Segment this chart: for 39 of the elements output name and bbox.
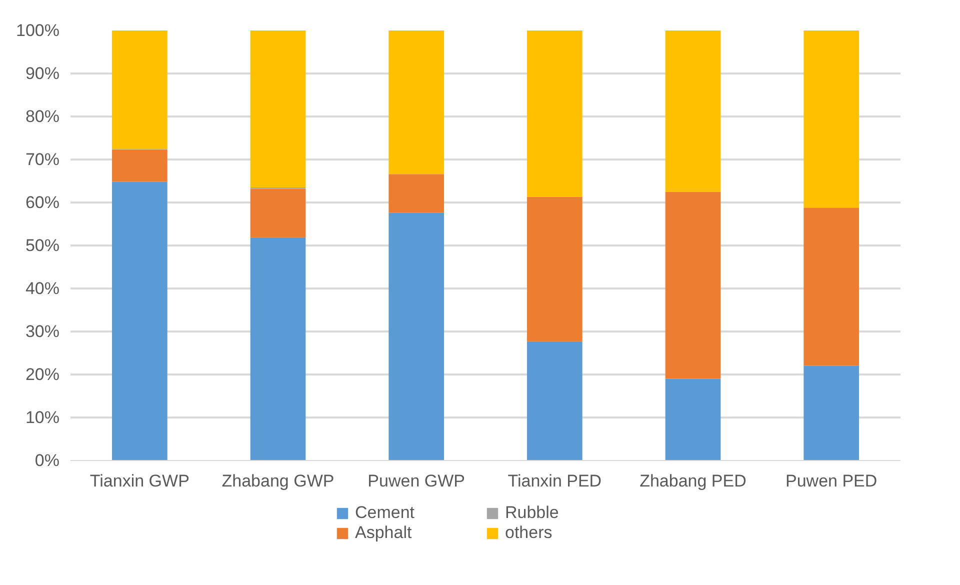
y-tick-label: 70% xyxy=(25,150,60,169)
bar xyxy=(527,30,582,197)
bar xyxy=(804,208,859,366)
bar xyxy=(804,30,859,208)
y-tick-label: 0% xyxy=(34,451,60,470)
y-tick-label: 90% xyxy=(25,64,60,83)
bar xyxy=(527,341,582,460)
x-tick-label: Puwen PED xyxy=(786,472,878,490)
bar xyxy=(250,237,306,460)
bar xyxy=(112,182,168,460)
bar xyxy=(112,150,168,182)
legend-label: others xyxy=(505,523,554,543)
bar xyxy=(250,188,306,238)
bar xyxy=(388,212,444,460)
x-tick-label: Zhabang GWP xyxy=(222,472,334,490)
bar xyxy=(527,196,582,342)
y-tick-label: 40% xyxy=(25,279,60,298)
x-tick-label: Zhabang PED xyxy=(640,472,746,490)
y-tick-label: 20% xyxy=(25,365,60,384)
y-tick-label: 50% xyxy=(25,236,60,255)
y-tick-label: 10% xyxy=(25,408,60,427)
bar xyxy=(665,30,721,192)
bar xyxy=(804,366,859,460)
y-tick-label: 60% xyxy=(25,193,60,212)
bar xyxy=(665,378,721,460)
bar xyxy=(665,192,721,379)
legend-label: Cement xyxy=(355,503,416,523)
y-tick-label: 80% xyxy=(25,107,60,126)
y-tick-label: 30% xyxy=(25,322,60,341)
legend-label: Asphalt xyxy=(355,523,413,543)
bar xyxy=(388,174,444,213)
bar xyxy=(250,30,306,188)
x-tick-label: Tianxin GWP xyxy=(90,472,190,490)
bar xyxy=(112,30,168,150)
legend-label: Rubble xyxy=(505,503,560,523)
x-tick-label: Tianxin PED xyxy=(508,472,602,490)
x-tick-label: Puwen GWP xyxy=(368,472,465,490)
y-tick-label: 100% xyxy=(16,21,60,40)
bar xyxy=(388,30,444,174)
